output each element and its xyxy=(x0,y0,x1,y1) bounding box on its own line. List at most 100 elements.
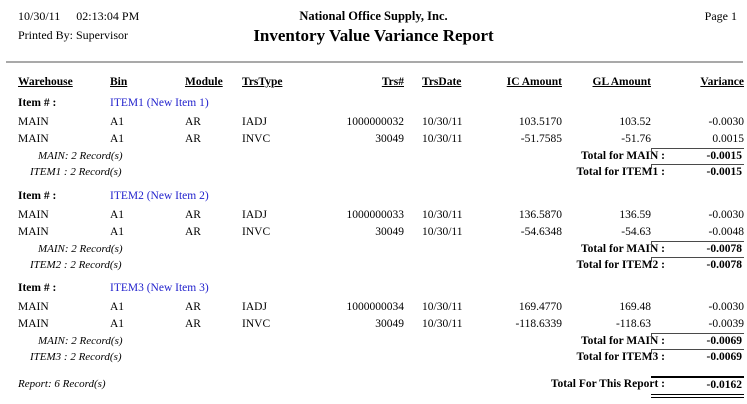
cell-trsnum: 30049 xyxy=(375,226,404,238)
table-row: MAIN A1 AR INVC 30049 10/30/11 -54.6348 … xyxy=(18,224,744,241)
cell-bin: A1 xyxy=(110,226,125,238)
cell-ic-amount: 136.5870 xyxy=(518,209,562,221)
cell-bin: A1 xyxy=(110,133,125,145)
cell-trsnum: 1000000034 xyxy=(346,301,405,313)
cell-module: AR xyxy=(185,209,201,221)
report-table: Warehouse Bin Module TrsType Trs# TrsDat… xyxy=(18,75,744,398)
table-row: MAIN A1 AR INVC 30049 10/30/11 -51.7585 … xyxy=(18,131,744,148)
col-header-trsnum: Trs# xyxy=(381,76,404,88)
page-number: Page 1 xyxy=(704,9,737,23)
item-record-count: ITEM3 : 2 Record(s) xyxy=(30,351,122,363)
warehouse-record-count: MAIN: 2 Record(s) xyxy=(38,243,123,255)
warehouse-subtotal-row: MAIN: 2 Record(s) Total for MAIN : -0.00… xyxy=(18,333,744,349)
warehouse-record-count: MAIN: 2 Record(s) xyxy=(38,150,123,162)
cell-variance: 0.0015 xyxy=(712,133,744,145)
cell-warehouse: MAIN xyxy=(18,133,49,145)
warehouse-total-value: -0.0015 xyxy=(651,148,744,164)
warehouse-subtotal-row: MAIN: 2 Record(s) Total for MAIN : -0.00… xyxy=(18,148,744,164)
cell-trstype: IADJ xyxy=(242,116,267,128)
cell-trsdate: 10/30/11 xyxy=(422,318,463,330)
item-subtotal-row: ITEM2 : 2 Record(s) Total for ITEM2 : -0… xyxy=(18,257,744,273)
cell-module: AR xyxy=(185,133,201,145)
col-header-module: Module xyxy=(185,76,223,88)
cell-variance: -0.0039 xyxy=(708,318,744,330)
cell-warehouse: MAIN xyxy=(18,209,49,221)
col-header-trsdate: TrsDate xyxy=(422,76,462,88)
cell-bin: A1 xyxy=(110,209,125,221)
col-header-variance: Variance xyxy=(700,76,744,88)
report-total-row: Report: 6 Record(s) Total For This Repor… xyxy=(18,376,744,398)
report-total-label: Total For This Report : xyxy=(550,378,665,390)
cell-trsdate: 10/30/11 xyxy=(422,226,463,238)
cell-trsnum: 30049 xyxy=(375,318,404,330)
cell-trstype: IADJ xyxy=(242,301,267,313)
cell-trsdate: 10/30/11 xyxy=(422,116,463,128)
col-header-gl-amount: GL Amount xyxy=(592,76,651,88)
table-row: MAIN A1 AR IADJ 1000000032 10/30/11 103.… xyxy=(18,114,744,131)
cell-trstype: INVC xyxy=(242,226,271,238)
cell-trsnum: 1000000033 xyxy=(346,209,405,221)
cell-bin: A1 xyxy=(110,318,125,330)
cell-ic-amount: -51.7585 xyxy=(520,133,562,145)
item-total-value: -0.0015 xyxy=(651,164,744,180)
report-date: 10/30/11 xyxy=(18,9,61,23)
cell-variance: -0.0030 xyxy=(708,209,744,221)
cell-trsdate: 10/30/11 xyxy=(422,209,463,221)
item-name: ITEM3 (New Item 3) xyxy=(110,282,209,294)
report-total-value: -0.0162 xyxy=(651,376,744,398)
item-number-label: Item # : xyxy=(18,97,57,109)
item-record-count: ITEM1 : 2 Record(s) xyxy=(30,166,122,178)
item-total-label: Total for ITEM2 : xyxy=(576,259,666,271)
cell-gl-amount: -118.63 xyxy=(615,318,651,330)
item-number-label: Item # : xyxy=(18,282,57,294)
cell-bin: A1 xyxy=(110,116,125,128)
col-header-warehouse: Warehouse xyxy=(18,76,73,88)
table-row: MAIN A1 AR INVC 30049 10/30/11 -118.6339… xyxy=(18,316,744,333)
cell-trsdate: 10/30/11 xyxy=(422,133,463,145)
cell-trstype: IADJ xyxy=(242,209,267,221)
item-total-value: -0.0069 xyxy=(651,349,744,365)
cell-trsnum: 1000000032 xyxy=(346,116,405,128)
cell-module: AR xyxy=(185,318,201,330)
cell-trstype: INVC xyxy=(242,133,271,145)
cell-gl-amount: 136.59 xyxy=(619,209,651,221)
cell-gl-amount: 103.52 xyxy=(619,116,651,128)
column-header-row: Warehouse Bin Module TrsType Trs# TrsDat… xyxy=(18,75,744,90)
warehouse-total-value: -0.0078 xyxy=(651,241,744,257)
cell-trstype: INVC xyxy=(242,318,271,330)
cell-gl-amount: -54.63 xyxy=(621,226,651,238)
company-name: National Office Supply, Inc. xyxy=(299,9,448,23)
item-subtotal-row: ITEM3 : 2 Record(s) Total for ITEM3 : -0… xyxy=(18,349,744,365)
item-total-label: Total for ITEM3 : xyxy=(576,351,666,363)
cell-module: AR xyxy=(185,226,201,238)
cell-warehouse: MAIN xyxy=(18,226,49,238)
item-header-row: Item # : ITEM3 (New Item 3) xyxy=(18,280,744,297)
item-total-value: -0.0078 xyxy=(651,257,744,273)
warehouse-subtotal-row: MAIN: 2 Record(s) Total for MAIN : -0.00… xyxy=(18,241,744,257)
cell-warehouse: MAIN xyxy=(18,301,49,313)
warehouse-total-value: -0.0069 xyxy=(651,333,744,349)
cell-variance: -0.0030 xyxy=(708,301,744,313)
item-number-label: Item # : xyxy=(18,190,57,202)
item-total-label: Total for ITEM1 : xyxy=(576,166,666,178)
cell-ic-amount: 169.4770 xyxy=(518,301,562,313)
report-time: 02:13:04 PM xyxy=(76,9,140,23)
cell-trsdate: 10/30/11 xyxy=(422,301,463,313)
cell-ic-amount: 103.5170 xyxy=(518,116,562,128)
cell-module: AR xyxy=(185,301,201,313)
cell-warehouse: MAIN xyxy=(18,116,49,128)
warehouse-total-label: Total for MAIN : xyxy=(580,243,665,255)
cell-bin: A1 xyxy=(110,301,125,313)
cell-ic-amount: -118.6339 xyxy=(515,318,562,330)
col-header-trstype: TrsType xyxy=(242,76,283,88)
table-row: MAIN A1 AR IADJ 1000000034 10/30/11 169.… xyxy=(18,299,744,316)
item-name: ITEM2 (New Item 2) xyxy=(110,190,209,202)
cell-ic-amount: -54.6348 xyxy=(520,226,562,238)
cell-gl-amount: -51.76 xyxy=(621,133,651,145)
col-header-ic-amount: IC Amount xyxy=(506,76,562,88)
table-row: MAIN A1 AR IADJ 1000000033 10/30/11 136.… xyxy=(18,207,744,224)
report-title: Inventory Value Variance Report xyxy=(253,26,494,45)
cell-trsnum: 30049 xyxy=(375,133,404,145)
item-name: ITEM1 (New Item 1) xyxy=(110,97,209,109)
